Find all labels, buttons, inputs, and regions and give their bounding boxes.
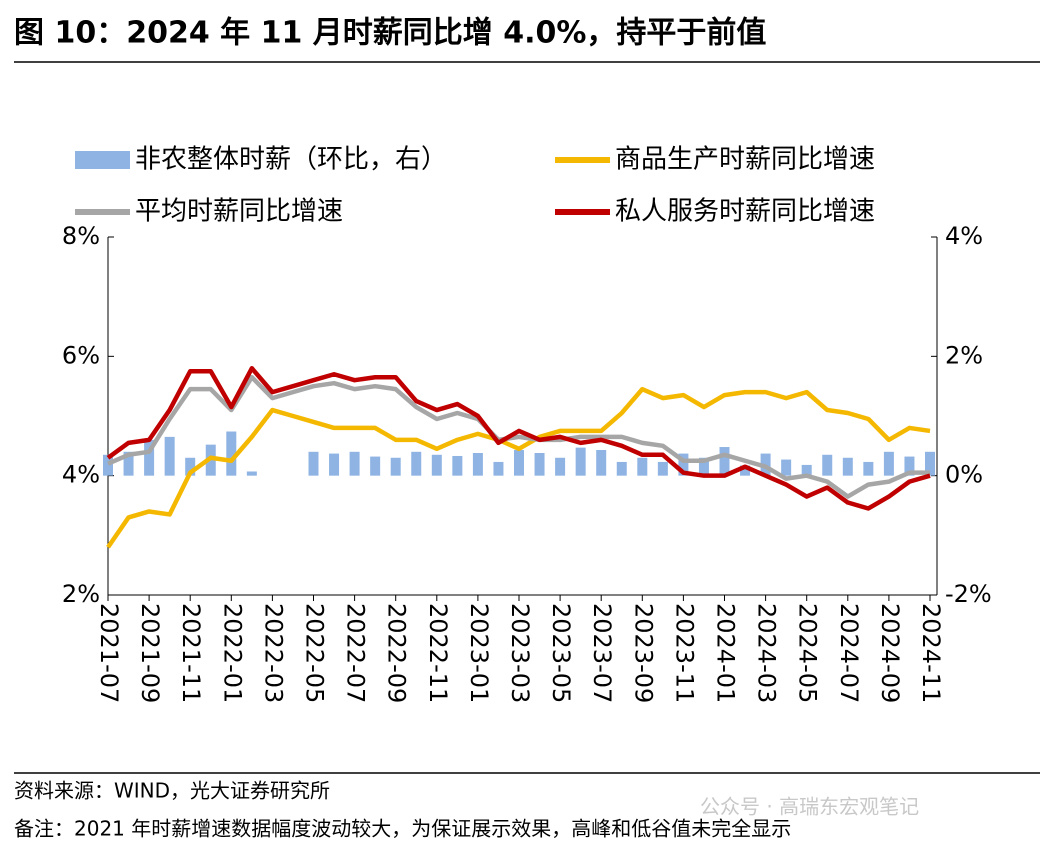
bar	[883, 451, 894, 476]
y-tick-label: 4%	[62, 461, 100, 489]
bar	[493, 461, 504, 476]
bar	[411, 451, 422, 476]
legend-swatch	[75, 151, 130, 169]
legend-label: 平均时薪同比增速	[135, 197, 343, 227]
chart-title: 图 10：2024 年 11 月时薪同比增 4.0%，持平于前值	[14, 16, 766, 51]
bar	[575, 447, 586, 476]
bar	[863, 461, 874, 476]
bar	[226, 431, 237, 476]
x-tick-label: 2024-03	[753, 603, 781, 703]
bar	[555, 457, 566, 476]
bar	[370, 456, 381, 476]
bar	[431, 454, 442, 476]
bar	[349, 451, 360, 476]
bar	[657, 461, 668, 476]
bar	[925, 451, 935, 476]
x-tick-label: 2022-05	[301, 603, 329, 703]
bar	[842, 457, 853, 476]
bar	[616, 461, 627, 476]
y-tick-label: 2%	[62, 580, 100, 608]
y2-tick-label: 4%	[945, 222, 983, 250]
y2-tick-label: 0%	[945, 461, 983, 489]
x-tick-label: 2021-11	[177, 603, 205, 703]
bar	[103, 454, 113, 476]
x-tick-label: 2024-11	[917, 603, 945, 703]
bar	[740, 465, 751, 476]
bar	[678, 453, 689, 476]
x-tick-label: 2023-03	[506, 603, 534, 703]
y-tick-label: 6%	[62, 341, 100, 369]
source: 资料来源：WIND，光大证券研究所	[14, 779, 330, 803]
bar	[123, 451, 134, 476]
x-tick-label: 2022-03	[259, 603, 287, 703]
x-tick-label: 2021-07	[95, 603, 123, 703]
y2-tick-label: -2%	[945, 580, 992, 608]
x-tick-label: 2024-01	[712, 603, 740, 703]
line	[107, 374, 930, 499]
x-tick-label: 2024-05	[794, 603, 822, 703]
x-tick-label: 2022-09	[383, 603, 411, 703]
x-tick-label: 2023-07	[588, 603, 616, 703]
x-tick-label: 2022-07	[342, 603, 370, 703]
bar	[514, 450, 524, 476]
bar	[390, 457, 401, 476]
bar	[637, 457, 648, 476]
bar	[719, 447, 730, 476]
line	[106, 366, 931, 511]
x-tick-label: 2022-01	[218, 603, 246, 703]
legend-label: 非农整体时薪（环比，右）	[135, 145, 447, 175]
bar	[904, 456, 915, 476]
x-tick-label: 2024-09	[876, 603, 904, 703]
bar	[801, 464, 812, 476]
bar	[329, 453, 340, 476]
x-tick-label: 2023-05	[547, 603, 575, 703]
bar	[472, 452, 483, 476]
bar	[144, 439, 155, 476]
x-tick-label: 2023-11	[670, 603, 698, 703]
legend-label: 商品生产时薪同比增速	[615, 145, 875, 175]
x-tick-label: 2024-07	[835, 603, 863, 703]
watermark: 公众号 · 高瑞东宏观笔记	[700, 795, 919, 819]
x-tick-label: 2023-09	[629, 603, 657, 703]
bar	[781, 459, 792, 476]
y2-tick-label: 2%	[945, 341, 983, 369]
bar	[185, 457, 196, 476]
bar	[246, 471, 257, 476]
y-tick-label: 8%	[62, 222, 100, 250]
bar	[534, 452, 545, 476]
x-tick-label: 2021-09	[136, 603, 164, 703]
line	[106, 386, 931, 549]
legend-label: 私人服务时薪同比增速	[615, 197, 875, 227]
x-tick-label: 2022-11	[424, 603, 452, 703]
bar	[822, 454, 833, 476]
bar	[308, 451, 319, 476]
x-tick-label: 2023-01	[465, 603, 493, 703]
bar	[452, 455, 463, 476]
bar	[698, 457, 709, 476]
note: 备注：2021 年时薪增速数据幅度波动较大，为保证展示效果，高峰和低谷值未完全显…	[14, 817, 791, 841]
bar	[164, 436, 175, 476]
bar	[596, 450, 607, 476]
